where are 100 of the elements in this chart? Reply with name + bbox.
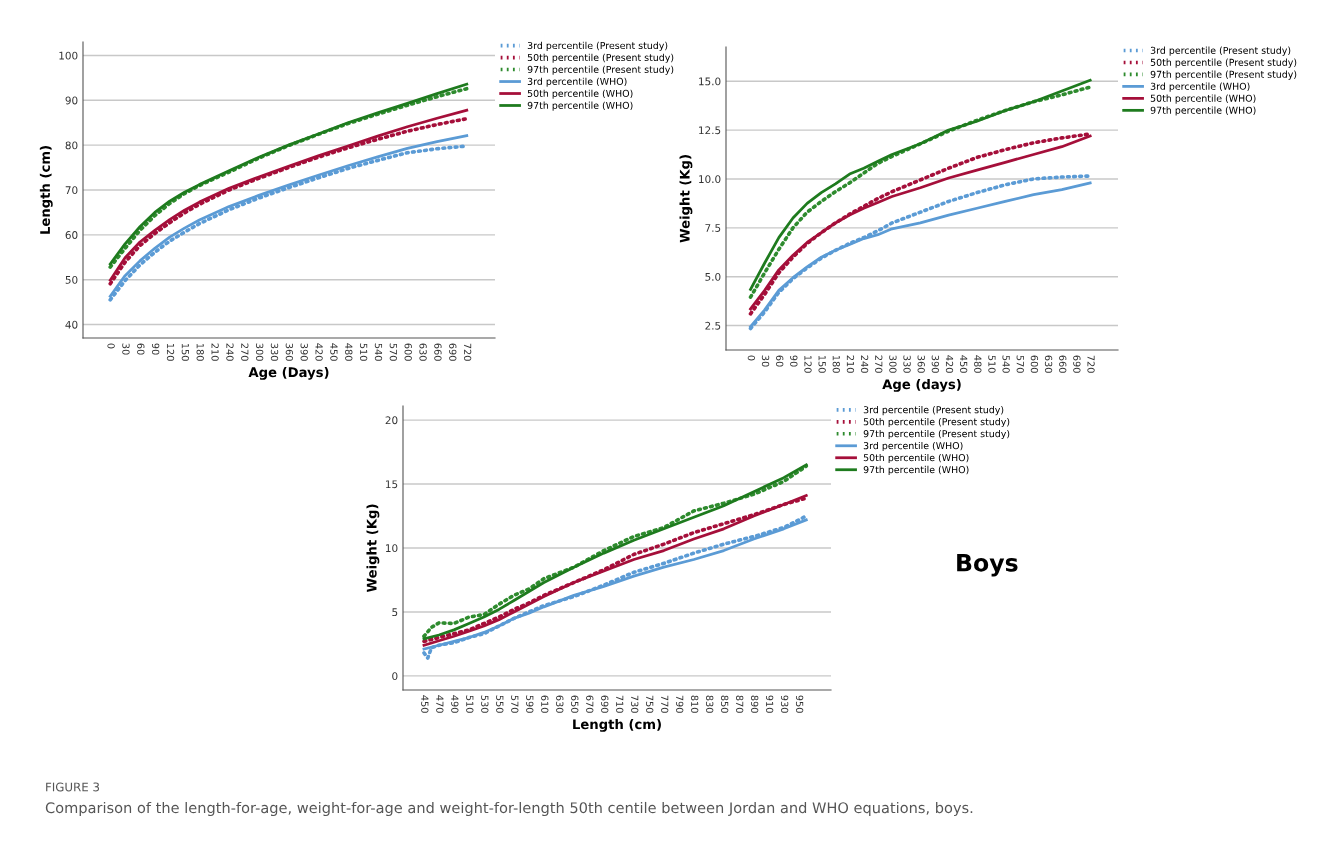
x-tick-label: 420 xyxy=(315,343,323,361)
x-tick-label: 90 xyxy=(790,355,798,367)
x-tick-label: 270 xyxy=(241,343,249,361)
y-tick-label: 90 xyxy=(65,96,78,105)
y-tick-label: 10 xyxy=(386,544,398,553)
x-tick-label: 360 xyxy=(917,355,925,373)
y-tick-label: 7.5 xyxy=(705,224,721,232)
x-tick-label: 450 xyxy=(959,355,968,373)
x-tick-label: 30 xyxy=(761,355,770,367)
x-tick-label: 950 xyxy=(795,695,804,713)
legend-label: 50th percentile (Present study) xyxy=(1150,58,1297,68)
x-tick-label: 630 xyxy=(1044,355,1053,373)
x-tick-label: 570 xyxy=(1016,355,1024,373)
text: Comparison of the length-for-age, weight-for-age and weight-for-length 50th centile between Jordan and WHO equations, boys. xyxy=(45,801,973,817)
y-axis-title: Weight (Kg) xyxy=(366,504,380,593)
x-tick-label: 450 xyxy=(330,343,338,361)
y-tick-label: 60 xyxy=(65,231,78,239)
x-tick-label: 810 xyxy=(691,695,699,713)
y-tick-label: 5.0 xyxy=(705,272,721,281)
x-axis-title: Length (cm) xyxy=(573,718,661,732)
x-tick-label: 710 xyxy=(616,695,624,713)
x-tick-label: 90 xyxy=(151,343,160,355)
x-tick-label: 750 xyxy=(646,695,654,713)
x-tick-label: 570 xyxy=(389,343,398,361)
x-tick-label: 30 xyxy=(122,343,130,355)
x-tick-label: 510 xyxy=(466,695,474,713)
legend-label: 3rd percentile (WHO) xyxy=(863,441,963,452)
x-tick-label: 330 xyxy=(903,355,911,373)
x-tick-label: 790 xyxy=(676,695,684,713)
x-tick-label: 830 xyxy=(706,695,714,713)
y-tick-label: 70 xyxy=(65,186,78,195)
x-tick-label: 390 xyxy=(300,343,308,361)
legend-label: 3rd percentile (Present study) xyxy=(1150,46,1291,56)
y-tick-label: 100 xyxy=(59,51,78,60)
x-tick-label: 120 xyxy=(166,343,175,361)
x-tick-label: 550 xyxy=(496,695,504,713)
x-tick-label: 540 xyxy=(374,343,383,361)
x-tick-label: 180 xyxy=(196,343,204,361)
text: Boys xyxy=(957,554,1018,577)
legend-label: 97th percentile (Present study) xyxy=(527,65,674,75)
x-tick-label: 150 xyxy=(181,343,190,361)
y-tick-label: 40 xyxy=(65,320,78,329)
x-tick-label: 850 xyxy=(720,695,729,713)
legend-label: 50th percentile (WHO) xyxy=(527,89,633,99)
x-tick-label: 390 xyxy=(931,355,940,373)
x-tick-label: 240 xyxy=(226,343,234,361)
x-tick-label: 490 xyxy=(451,695,459,713)
x-tick-label: 300 xyxy=(255,343,264,361)
x-tick-label: 610 xyxy=(541,695,549,713)
legend-label: 97th percentile (WHO) xyxy=(527,101,633,111)
x-tick-label: 470 xyxy=(436,695,444,713)
y-tick-label: 80 xyxy=(65,141,78,150)
x-tick-label: 210 xyxy=(211,343,219,361)
y-tick-label: 20 xyxy=(385,416,398,425)
y-axis-title: Weight (Kg) xyxy=(679,155,693,243)
x-axis-title: Age (Days) xyxy=(248,366,329,380)
caption: FIGURE 3 xyxy=(46,782,100,792)
x-tick-label: 730 xyxy=(631,695,639,713)
x-tick-label: 480 xyxy=(974,355,982,373)
x-axis-title: Age (days) xyxy=(882,378,961,392)
x-tick-label: 600 xyxy=(404,343,412,361)
y-tick-label: 10.0 xyxy=(699,175,721,184)
x-tick-label: 150 xyxy=(818,355,826,373)
x-tick-label: 570 xyxy=(511,695,519,713)
x-tick-label: 910 xyxy=(765,695,774,713)
y-tick-label: 5 xyxy=(392,608,398,617)
x-tick-label: 420 xyxy=(945,355,954,373)
x-tick-label: 0 xyxy=(107,343,115,349)
y-tick-label: 0 xyxy=(392,672,398,681)
x-tick-label: 480 xyxy=(345,343,353,361)
x-tick-label: 60 xyxy=(776,355,784,367)
x-tick-label: 720 xyxy=(1087,355,1095,373)
legend-label: 50th percentile (WHO) xyxy=(1150,94,1256,104)
x-tick-label: 870 xyxy=(735,695,744,713)
x-tick-label: 450 xyxy=(421,695,429,713)
x-tick-label: 270 xyxy=(875,355,883,373)
y-axis-title: Length (cm) xyxy=(39,146,53,234)
y-tick-label: 50 xyxy=(65,275,78,284)
legend-label: 50th percentile (WHO) xyxy=(863,453,969,464)
legend-label: 97th percentile (WHO) xyxy=(1150,106,1256,116)
x-tick-label: 650 xyxy=(571,695,579,713)
legend-label: 97th percentile (Present study) xyxy=(863,429,1010,440)
x-tick-label: 330 xyxy=(270,343,279,361)
x-tick-label: 530 xyxy=(481,695,489,713)
legend-label: 3rd percentile (Present study) xyxy=(527,41,668,51)
x-tick-label: 690 xyxy=(601,695,609,713)
x-tick-label: 600 xyxy=(1030,355,1039,373)
x-tick-label: 630 xyxy=(419,343,427,361)
x-tick-label: 660 xyxy=(434,343,442,361)
x-tick-label: 630 xyxy=(556,695,564,713)
x-tick-label: 510 xyxy=(359,343,368,361)
legend-label: 97th percentile (Present study) xyxy=(1150,70,1297,80)
x-tick-label: 120 xyxy=(804,355,812,373)
x-tick-label: 670 xyxy=(586,695,594,713)
x-tick-label: 240 xyxy=(860,355,869,373)
legend-label: 3rd percentile (Present study) xyxy=(863,405,1004,416)
y-tick-label: 15.0 xyxy=(699,77,721,86)
x-tick-label: 890 xyxy=(750,695,759,713)
x-tick-label: 180 xyxy=(832,355,840,373)
y-tick-label: 15 xyxy=(386,480,398,489)
